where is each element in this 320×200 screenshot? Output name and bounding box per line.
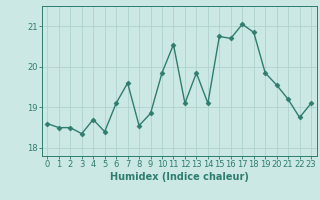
X-axis label: Humidex (Indice chaleur): Humidex (Indice chaleur) (110, 172, 249, 182)
